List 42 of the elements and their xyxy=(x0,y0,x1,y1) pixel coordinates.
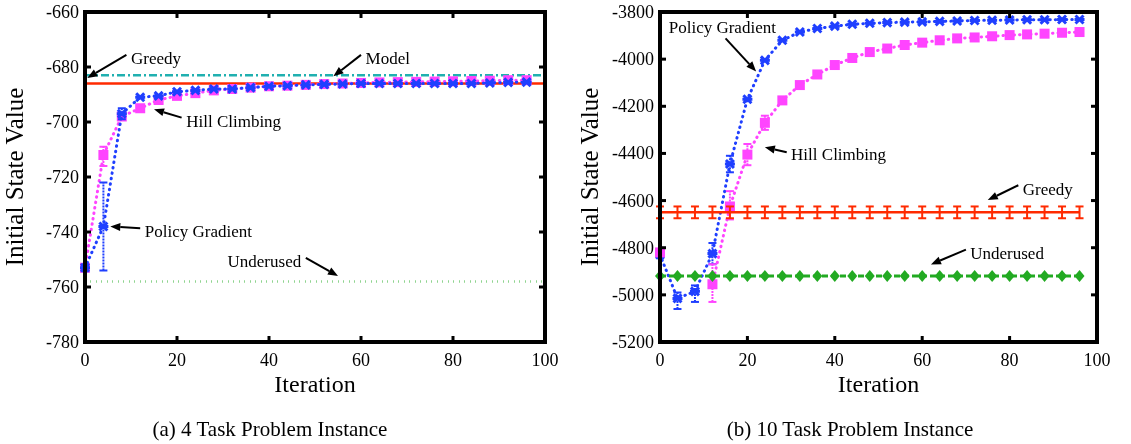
y-tick-label: -680 xyxy=(46,57,79,77)
series-label: Underused xyxy=(970,243,1045,263)
x-tick-label: 60 xyxy=(352,350,370,370)
y-tick-label: -700 xyxy=(46,112,79,132)
ref-line-label: Underused xyxy=(227,252,302,272)
y-tick-label: -720 xyxy=(46,167,79,187)
ref-line-label: Greedy xyxy=(131,49,182,69)
y-tick-label: -660 xyxy=(46,2,79,22)
y-tick-label: -5200 xyxy=(612,332,654,352)
x-tick-label: 40 xyxy=(825,350,844,370)
x-tick-label: 100 xyxy=(531,350,559,370)
series-label: Hill Climbing xyxy=(186,111,282,131)
y-tick-label: -4800 xyxy=(612,237,654,258)
series-label: Policy Gradient xyxy=(668,17,777,37)
x-tick-label: 100 xyxy=(1083,350,1111,370)
y-tick-label: -5000 xyxy=(612,284,654,305)
y-tick-label: -780 xyxy=(46,332,79,352)
x-tick-label: 80 xyxy=(1000,350,1019,370)
y-tick-label: -760 xyxy=(46,277,79,297)
x-tick-label: 60 xyxy=(913,350,932,370)
y-tick-label: -4200 xyxy=(612,96,654,117)
x-tick-label: 80 xyxy=(444,350,462,370)
x-tick-label: 20 xyxy=(738,350,757,370)
text: (b) 10 Task Problem Instance xyxy=(726,417,974,441)
y-axis-title: Initial State Value xyxy=(1,87,28,267)
text: Policy Gradient xyxy=(144,222,253,242)
ref-line-label: Model xyxy=(365,49,411,69)
x-tick-label: 40 xyxy=(260,350,278,370)
series-label: Hill Climbing xyxy=(791,144,887,164)
x-tick-label: 0 xyxy=(80,350,90,370)
x-tick-label: 0 xyxy=(655,350,665,370)
y-tick-label: -3800 xyxy=(612,2,654,22)
y-tick-label: -4400 xyxy=(612,143,654,164)
series-label: Greedy xyxy=(1022,179,1074,199)
y-tick-label: -4600 xyxy=(612,190,654,211)
y-tick-label: -4000 xyxy=(612,49,654,70)
y-axis-title: Initial State Value xyxy=(576,87,603,267)
x-axis-title: Iteration xyxy=(837,371,920,397)
text: (a) 4 Task Problem Instance xyxy=(152,417,388,441)
x-axis-title: Iteration xyxy=(274,371,356,397)
y-tick-label: -740 xyxy=(46,222,79,242)
x-tick-label: 20 xyxy=(168,350,186,370)
